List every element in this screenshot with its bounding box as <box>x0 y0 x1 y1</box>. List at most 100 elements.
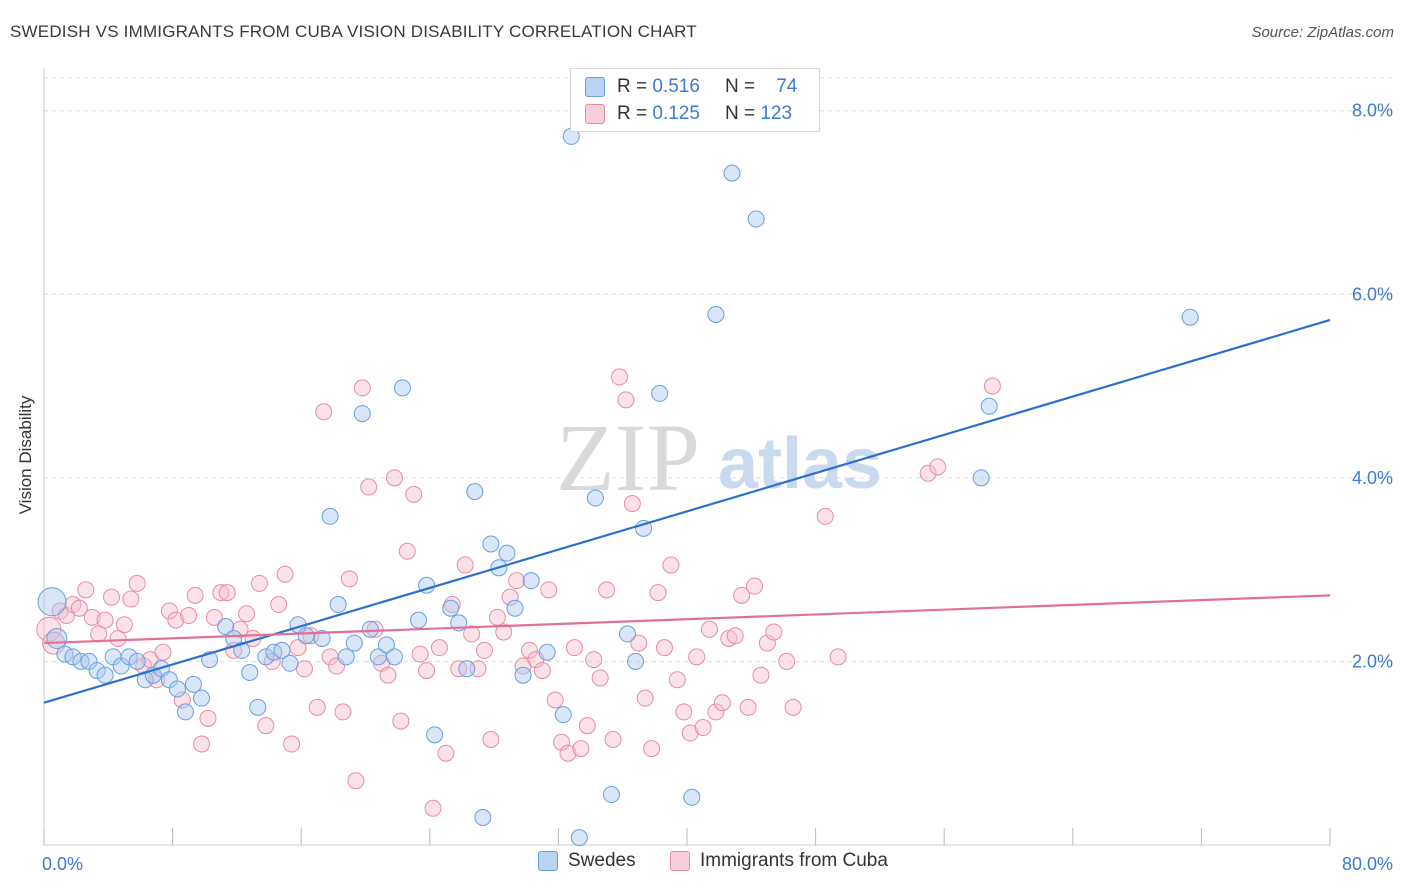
swedes-point <box>345 634 363 652</box>
cuba-point <box>456 556 474 574</box>
bottom-legend-swatch-cuba <box>670 851 690 871</box>
watermark: ZIP atlas <box>556 404 882 511</box>
cuba-point <box>347 772 365 790</box>
trend-lines <box>43 318 1331 704</box>
cuba-point <box>662 556 680 574</box>
cuba-point <box>758 634 776 652</box>
cuba-point <box>353 379 371 397</box>
swedes-point <box>273 641 291 659</box>
cuba-point <box>540 581 558 599</box>
cuba-point <box>154 643 172 661</box>
cuba-point <box>546 691 564 709</box>
cuba-point <box>681 724 699 742</box>
cuba-point <box>180 607 198 625</box>
cuba-point <box>128 574 146 592</box>
swedes-point <box>747 210 765 228</box>
swedes-point <box>586 489 604 507</box>
cuba-point <box>276 565 294 583</box>
legend-row-swedes: R = 0.516 N = 74 <box>585 74 797 100</box>
swedes-point <box>522 572 540 590</box>
cuba-point <box>726 627 744 645</box>
cuba-point <box>488 608 506 626</box>
cuba-point <box>668 671 686 689</box>
swedes-point <box>393 379 411 397</box>
cuba-point <box>122 590 140 608</box>
cuba-point <box>366 620 384 638</box>
swedes-point <box>46 627 68 649</box>
swedes-point <box>980 397 998 415</box>
swedes-point <box>249 698 267 716</box>
cuba-point <box>604 730 622 748</box>
cuba-point <box>508 572 526 590</box>
cuba-point <box>495 623 513 641</box>
cuba-point <box>424 799 442 817</box>
cuba-point <box>816 507 834 525</box>
swedes-point <box>602 786 620 804</box>
tick-labels: 2.0% 4.0% 6.0% 8.0% 0.0% 80.0% <box>42 101 1393 874</box>
cuba-point <box>533 662 551 680</box>
swedes-point <box>353 405 371 423</box>
y-tick-label: 4.0% <box>1352 468 1393 488</box>
cuba-point <box>96 611 114 629</box>
swedes-point <box>683 788 701 806</box>
cuba-point <box>520 641 538 659</box>
watermark-zip: ZIP <box>556 404 700 511</box>
cuba-point <box>778 652 796 670</box>
legend-n-label: N = <box>724 103 756 124</box>
legend-swatch-cuba <box>585 104 605 124</box>
swedes-point <box>972 469 990 487</box>
swedes-point <box>88 662 106 680</box>
cuba-point <box>283 735 301 753</box>
cuba-point <box>733 586 751 604</box>
cuba-point <box>463 625 481 643</box>
cuba-point <box>929 458 947 476</box>
swedes-point <box>313 629 331 647</box>
cuba-trend-line <box>43 594 1331 645</box>
cuba-point <box>655 639 673 657</box>
legend-r-value-swedes: 0.516 <box>652 76 700 97</box>
y-tick-label: 8.0% <box>1352 101 1393 121</box>
cuba-point <box>257 717 275 735</box>
cuba-point <box>218 584 236 602</box>
swedes-point <box>120 648 138 666</box>
cuba-point <box>167 611 185 629</box>
swedes-point <box>168 680 186 698</box>
legend-r-label: R = <box>617 76 648 97</box>
cuba-point <box>739 698 757 716</box>
swedes-point <box>321 507 339 525</box>
cuba-point <box>919 464 937 482</box>
cuba-point <box>231 620 249 638</box>
legend-n-value-swedes: 74 <box>776 76 798 97</box>
swedes-point <box>297 627 315 645</box>
cuba-point <box>482 730 500 748</box>
swedes-point <box>241 663 259 681</box>
swedes-point <box>410 611 428 629</box>
cuba-point <box>392 712 410 730</box>
cuba-point <box>752 666 770 684</box>
cuba-point <box>617 391 635 409</box>
cuba-point <box>572 740 590 758</box>
cuba-point <box>610 368 628 386</box>
cuba-point <box>643 740 661 758</box>
cuba-point <box>302 627 320 645</box>
cuba-point <box>707 703 725 721</box>
y-tick-label: 2.0% <box>1352 651 1393 671</box>
cuba-point <box>199 709 217 727</box>
swedes-point <box>506 599 524 617</box>
cuba-point <box>70 599 88 617</box>
cuba-point <box>475 641 493 659</box>
swedes-point <box>554 706 572 724</box>
cuba-point <box>103 588 121 606</box>
cuba-point <box>578 717 596 735</box>
cuba-point <box>630 634 648 652</box>
swedes-point <box>538 643 556 661</box>
y-axis-label: Vision Disability <box>16 395 35 515</box>
cuba-point <box>398 542 416 560</box>
swedes-point <box>233 641 251 659</box>
cuba-point <box>340 570 358 588</box>
cuba-point <box>193 735 211 753</box>
cuba-point <box>334 703 352 721</box>
axes-layer <box>43 68 1331 846</box>
cuba-point <box>701 620 719 638</box>
x-tick-label-max: 80.0% <box>1342 854 1393 874</box>
